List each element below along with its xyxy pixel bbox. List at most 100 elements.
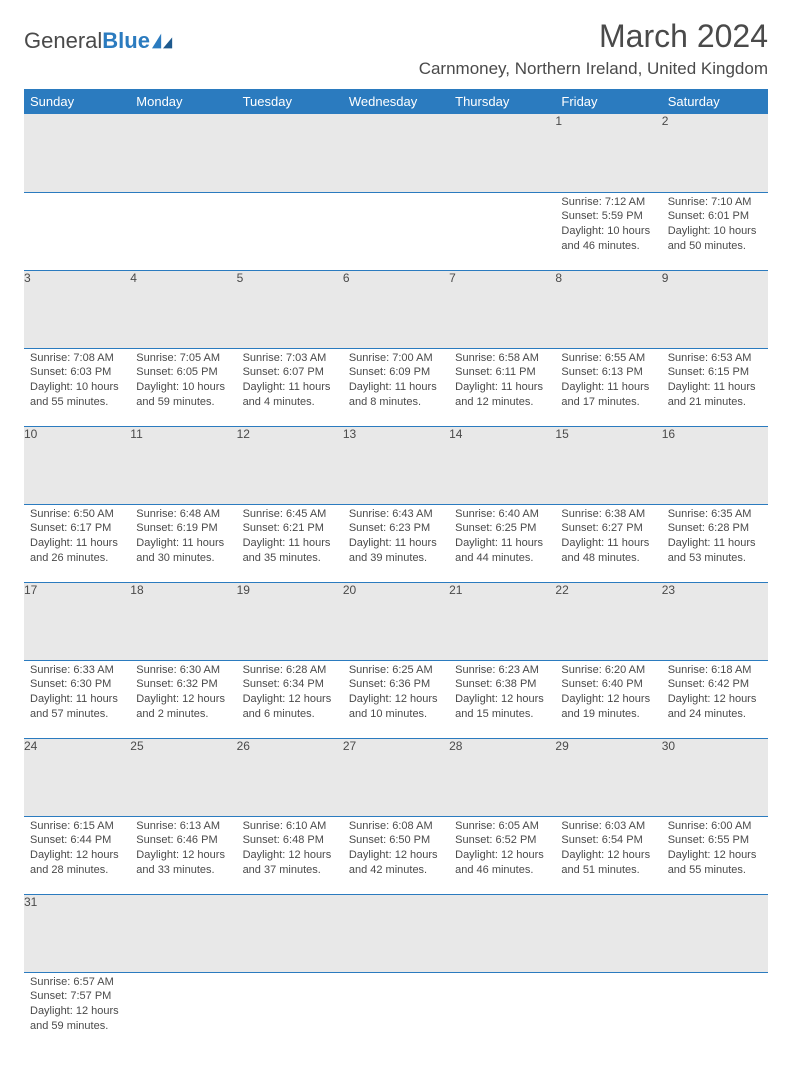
day-cell: Sunrise: 7:08 AMSunset: 6:03 PMDaylight:… [24, 348, 130, 426]
sunrise-line: Sunrise: 6:10 AM [243, 819, 337, 834]
sunset-line: Sunset: 6:34 PM [243, 677, 337, 692]
daynum-row: 31 [24, 894, 768, 972]
sunset-line: Sunset: 6:01 PM [668, 209, 762, 224]
day-number-cell: 11 [130, 426, 236, 504]
daylight-line: Daylight: 11 hours [30, 692, 124, 707]
daylight-line: Daylight: 12 hours [455, 848, 549, 863]
day-cell [24, 192, 130, 270]
day-number-cell: 23 [662, 582, 768, 660]
day-cell: Sunrise: 6:25 AMSunset: 6:36 PMDaylight:… [343, 660, 449, 738]
daylight-line: Daylight: 12 hours [243, 692, 337, 707]
sunrise-line: Sunrise: 6:08 AM [349, 819, 443, 834]
daylight-line: and 39 minutes. [349, 551, 443, 566]
week-row: Sunrise: 6:57 AMSunset: 7:57 PMDaylight:… [24, 972, 768, 1050]
sunset-line: Sunset: 6:07 PM [243, 365, 337, 380]
sunrise-line: Sunrise: 6:25 AM [349, 663, 443, 678]
day-cell [555, 972, 661, 1050]
sunset-line: Sunset: 6:11 PM [455, 365, 549, 380]
daylight-line: and 28 minutes. [30, 863, 124, 878]
day-number-cell [343, 114, 449, 192]
daylight-line: Daylight: 10 hours [136, 380, 230, 395]
day-cell: Sunrise: 6:55 AMSunset: 6:13 PMDaylight:… [555, 348, 661, 426]
weekday-header-row: SundayMondayTuesdayWednesdayThursdayFrid… [24, 89, 768, 114]
day-number-cell: 12 [237, 426, 343, 504]
sunrise-line: Sunrise: 6:43 AM [349, 507, 443, 522]
daylight-line: and 50 minutes. [668, 239, 762, 254]
daylight-line: and 59 minutes. [136, 395, 230, 410]
day-number-cell: 26 [237, 738, 343, 816]
day-number-cell: 1 [555, 114, 661, 192]
day-number-cell: 31 [24, 894, 130, 972]
day-cell: Sunrise: 6:05 AMSunset: 6:52 PMDaylight:… [449, 816, 555, 894]
day-number-cell: 20 [343, 582, 449, 660]
day-number-cell: 18 [130, 582, 236, 660]
day-cell [343, 972, 449, 1050]
day-number-cell [343, 894, 449, 972]
daylight-line: and 51 minutes. [561, 863, 655, 878]
daylight-line: Daylight: 11 hours [30, 536, 124, 551]
sunset-line: Sunset: 6:46 PM [136, 833, 230, 848]
daylight-line: Daylight: 12 hours [561, 848, 655, 863]
sunset-line: Sunset: 6:25 PM [455, 521, 549, 536]
daylight-line: Daylight: 10 hours [30, 380, 124, 395]
sunset-line: Sunset: 6:30 PM [30, 677, 124, 692]
sunset-line: Sunset: 6:42 PM [668, 677, 762, 692]
calendar-table: SundayMondayTuesdayWednesdayThursdayFrid… [24, 89, 768, 1050]
day-cell [237, 192, 343, 270]
sunrise-line: Sunrise: 6:48 AM [136, 507, 230, 522]
sunset-line: Sunset: 6:55 PM [668, 833, 762, 848]
sunset-line: Sunset: 6:38 PM [455, 677, 549, 692]
sunrise-line: Sunrise: 6:40 AM [455, 507, 549, 522]
day-cell: Sunrise: 6:30 AMSunset: 6:32 PMDaylight:… [130, 660, 236, 738]
day-cell [449, 972, 555, 1050]
daylight-line: and 37 minutes. [243, 863, 337, 878]
daylight-line: and 44 minutes. [455, 551, 549, 566]
sunset-line: Sunset: 6:32 PM [136, 677, 230, 692]
weekday-header: Wednesday [343, 89, 449, 114]
daylight-line: Daylight: 11 hours [349, 380, 443, 395]
day-cell: Sunrise: 6:35 AMSunset: 6:28 PMDaylight:… [662, 504, 768, 582]
sunset-line: Sunset: 6:50 PM [349, 833, 443, 848]
day-number-cell: 9 [662, 270, 768, 348]
sunset-line: Sunset: 6:13 PM [561, 365, 655, 380]
sunset-line: Sunset: 6:36 PM [349, 677, 443, 692]
day-number-cell: 19 [237, 582, 343, 660]
daylight-line: and 55 minutes. [30, 395, 124, 410]
day-cell: Sunrise: 6:23 AMSunset: 6:38 PMDaylight:… [449, 660, 555, 738]
day-number-cell: 8 [555, 270, 661, 348]
sunset-line: Sunset: 6:48 PM [243, 833, 337, 848]
daylight-line: and 53 minutes. [668, 551, 762, 566]
day-number-cell [130, 114, 236, 192]
sunset-line: Sunset: 6:21 PM [243, 521, 337, 536]
sunrise-line: Sunrise: 6:20 AM [561, 663, 655, 678]
sunset-line: Sunset: 5:59 PM [561, 209, 655, 224]
week-row: Sunrise: 6:50 AMSunset: 6:17 PMDaylight:… [24, 504, 768, 582]
sunset-line: Sunset: 6:03 PM [30, 365, 124, 380]
sunset-line: Sunset: 6:44 PM [30, 833, 124, 848]
day-cell: Sunrise: 6:48 AMSunset: 6:19 PMDaylight:… [130, 504, 236, 582]
daylight-line: and 57 minutes. [30, 707, 124, 722]
sunrise-line: Sunrise: 6:28 AM [243, 663, 337, 678]
day-number-cell: 16 [662, 426, 768, 504]
daylight-line: and 46 minutes. [561, 239, 655, 254]
weekday-header: Monday [130, 89, 236, 114]
sunset-line: Sunset: 6:23 PM [349, 521, 443, 536]
daylight-line: and 55 minutes. [668, 863, 762, 878]
day-number-cell: 17 [24, 582, 130, 660]
daylight-line: Daylight: 12 hours [30, 848, 124, 863]
weekday-header: Thursday [449, 89, 555, 114]
sunset-line: Sunset: 6:09 PM [349, 365, 443, 380]
sunrise-line: Sunrise: 6:53 AM [668, 351, 762, 366]
sunrise-line: Sunrise: 6:57 AM [30, 975, 124, 990]
day-number-cell: 7 [449, 270, 555, 348]
day-cell: Sunrise: 7:00 AMSunset: 6:09 PMDaylight:… [343, 348, 449, 426]
daylight-line: and 24 minutes. [668, 707, 762, 722]
daylight-line: and 6 minutes. [243, 707, 337, 722]
daylight-line: and 35 minutes. [243, 551, 337, 566]
daynum-row: 12 [24, 114, 768, 192]
sunset-line: Sunset: 6:28 PM [668, 521, 762, 536]
day-number-cell: 27 [343, 738, 449, 816]
daylight-line: Daylight: 11 hours [561, 380, 655, 395]
day-cell: Sunrise: 6:38 AMSunset: 6:27 PMDaylight:… [555, 504, 661, 582]
daylight-line: and 46 minutes. [455, 863, 549, 878]
